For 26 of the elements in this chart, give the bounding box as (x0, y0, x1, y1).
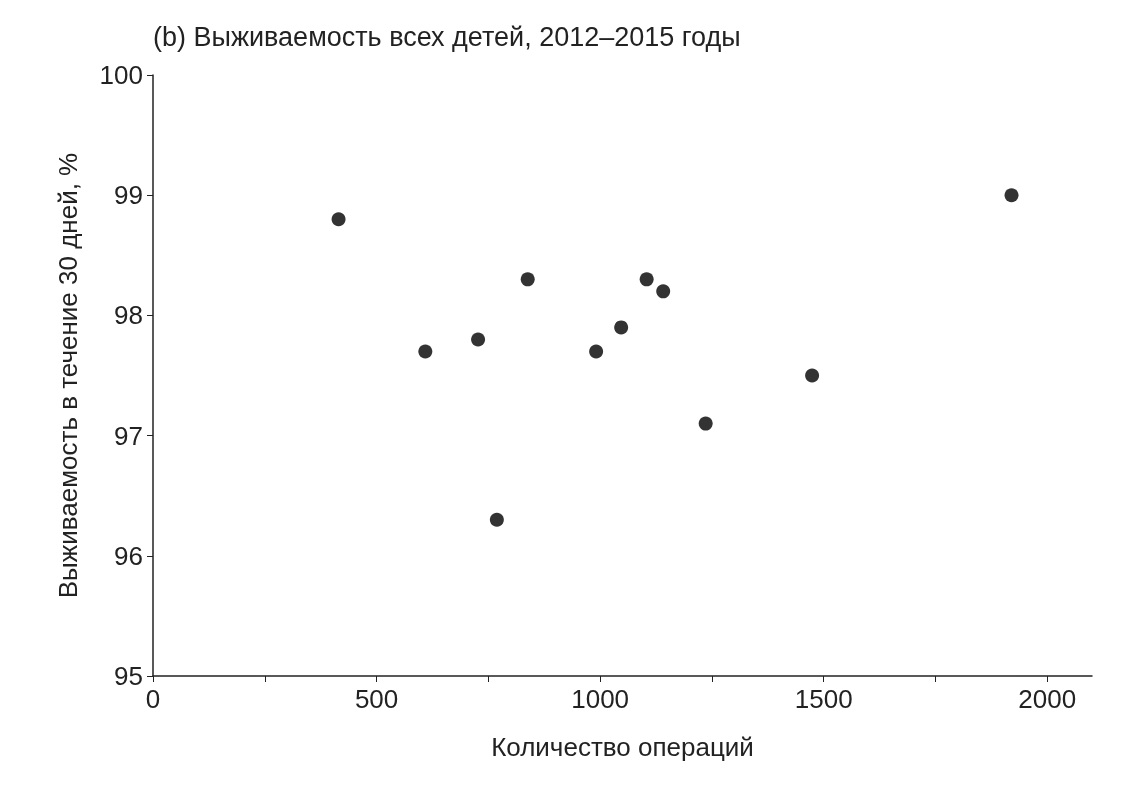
point (614, 320, 629, 335)
y-axis-title: Выживаемость в течение 30 дней, % (53, 152, 83, 599)
x-tick-label: 500 (354, 684, 399, 714)
chart-title: (b) Выживаемость всех детей, 2012–2015 годы (153, 21, 741, 52)
point (471, 332, 486, 347)
x-tick-label: 1500 (794, 684, 853, 714)
x-tick-label: 1000 (571, 684, 630, 714)
point (805, 368, 820, 383)
point (698, 416, 713, 431)
point (418, 344, 433, 359)
x-axis-title: Количество операций (491, 732, 754, 762)
y-tick-label: 96 (114, 540, 143, 571)
point (656, 284, 671, 299)
y-tick-label: 100 (99, 60, 143, 90)
x-tick-label: 2000 (1018, 684, 1077, 714)
point (520, 272, 535, 287)
y-tick-label: 98 (114, 300, 143, 331)
point (639, 272, 654, 287)
point (1004, 188, 1019, 203)
point (489, 512, 504, 527)
x-tick-label: 0 (145, 684, 161, 714)
point (589, 344, 604, 359)
y-tick-label: 95 (114, 661, 143, 691)
y-tick-label: 99 (114, 180, 143, 211)
point (331, 212, 346, 227)
y-tick-label: 97 (114, 420, 143, 451)
